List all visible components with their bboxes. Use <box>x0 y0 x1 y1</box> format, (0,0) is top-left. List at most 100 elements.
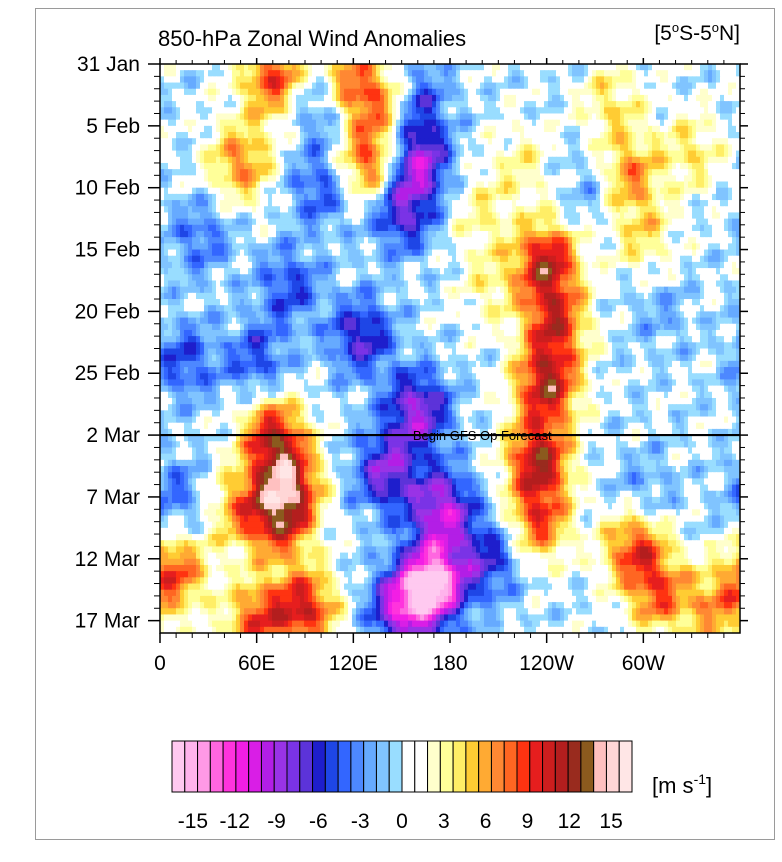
heatmap-cell <box>176 138 181 145</box>
heatmap-cell <box>432 119 437 127</box>
heatmap-cell <box>368 94 373 102</box>
heatmap-cell <box>640 64 645 71</box>
heatmap-cell <box>656 107 661 115</box>
heatmap-cell <box>596 150 601 158</box>
heatmap-cell <box>544 82 549 90</box>
heatmap-cell <box>368 144 373 152</box>
heatmap-cell <box>528 125 533 133</box>
heatmap-cell <box>636 88 641 96</box>
heatmap-cell <box>544 125 549 133</box>
heatmap-cell <box>180 156 185 164</box>
heatmap-cell <box>268 132 273 139</box>
heatmap-cell <box>308 119 313 127</box>
heatmap-cell <box>388 101 393 108</box>
heatmap-cell <box>180 107 185 115</box>
heatmap-cell <box>328 144 333 152</box>
heatmap-cell <box>508 76 513 84</box>
heatmap-cell <box>216 76 221 84</box>
heatmap-cell <box>472 70 477 77</box>
heatmap-cell <box>700 82 705 90</box>
heatmap-cell <box>568 132 573 139</box>
heatmap-cell <box>712 70 717 77</box>
heatmap-cell <box>296 76 301 84</box>
heatmap-cell <box>300 76 305 84</box>
heatmap-cell <box>684 82 689 90</box>
heatmap-cell <box>520 82 525 90</box>
heatmap-cell <box>376 138 381 145</box>
heatmap-cell <box>236 82 241 90</box>
heatmap-cell <box>256 132 261 139</box>
heatmap-cell <box>632 138 637 145</box>
heatmap-cell <box>512 113 517 121</box>
heatmap-cell <box>296 138 301 145</box>
heatmap-cell <box>616 119 621 127</box>
heatmap-cell <box>196 94 201 102</box>
heatmap-cell <box>404 113 409 121</box>
heatmap-cell <box>300 82 305 90</box>
heatmap-cell <box>688 94 693 102</box>
heatmap-cell <box>680 88 685 96</box>
heatmap-cell <box>452 150 457 158</box>
heatmap-cell <box>272 64 277 71</box>
heatmap-cell <box>280 76 285 84</box>
heatmap-cell <box>700 150 705 158</box>
heatmap-cell <box>208 88 213 96</box>
heatmap-cell <box>212 156 217 164</box>
heatmap-cell <box>344 113 349 121</box>
heatmap-cell <box>600 107 605 115</box>
heatmap-cell <box>412 144 417 152</box>
heatmap-cell <box>340 132 345 139</box>
heatmap-cell <box>440 82 445 90</box>
heatmap-cell <box>584 94 589 102</box>
heatmap-cell <box>484 125 489 133</box>
heatmap-cell <box>284 94 289 102</box>
heatmap-cell <box>704 76 709 84</box>
heatmap-cell <box>464 94 469 102</box>
heatmap-cell <box>256 156 261 164</box>
heatmap-cell <box>556 132 561 139</box>
heatmap-cell <box>548 70 553 77</box>
heatmap-cell <box>512 132 517 139</box>
heatmap-cell <box>608 138 613 145</box>
heatmap-cell <box>352 156 357 164</box>
heatmap-cell <box>444 119 449 127</box>
heatmap-cell <box>536 64 541 71</box>
heatmap-cell <box>376 70 381 77</box>
heatmap-cell <box>340 113 345 121</box>
heatmap-cell <box>588 94 593 102</box>
heatmap-cell <box>276 144 281 152</box>
heatmap-cell <box>672 113 677 121</box>
heatmap-cell <box>500 88 505 96</box>
heatmap-cell <box>276 156 281 164</box>
heatmap-cell <box>384 88 389 96</box>
heatmap-cell <box>688 101 693 108</box>
heatmap-cell <box>280 156 285 164</box>
heatmap-cell <box>668 138 673 145</box>
heatmap-cell <box>464 76 469 84</box>
heatmap-cell <box>652 64 657 71</box>
heatmap-cell <box>732 119 737 127</box>
heatmap-cell <box>704 64 709 71</box>
heatmap-cell <box>660 132 665 139</box>
heatmap-cell <box>708 70 713 77</box>
heatmap-cell <box>572 107 577 115</box>
heatmap-cell <box>312 138 317 145</box>
heatmap-cell <box>300 113 305 121</box>
heatmap-cell <box>436 64 441 71</box>
heatmap-cell <box>372 101 377 108</box>
heatmap-cell <box>396 94 401 102</box>
heatmap-cell <box>240 76 245 84</box>
heatmap-cell <box>180 94 185 102</box>
heatmap-cell <box>356 119 361 127</box>
heatmap-cell <box>596 94 601 102</box>
heatmap-cell <box>692 88 697 96</box>
heatmap-cell <box>232 107 237 115</box>
heatmap-cell <box>448 150 453 158</box>
heatmap-cell <box>204 150 209 158</box>
heatmap-cell <box>312 94 317 102</box>
heatmap-cell <box>332 119 337 127</box>
heatmap-cell <box>584 101 589 108</box>
heatmap-cell <box>512 76 517 84</box>
heatmap-cell <box>736 70 740 77</box>
heatmap-cell <box>436 76 441 84</box>
